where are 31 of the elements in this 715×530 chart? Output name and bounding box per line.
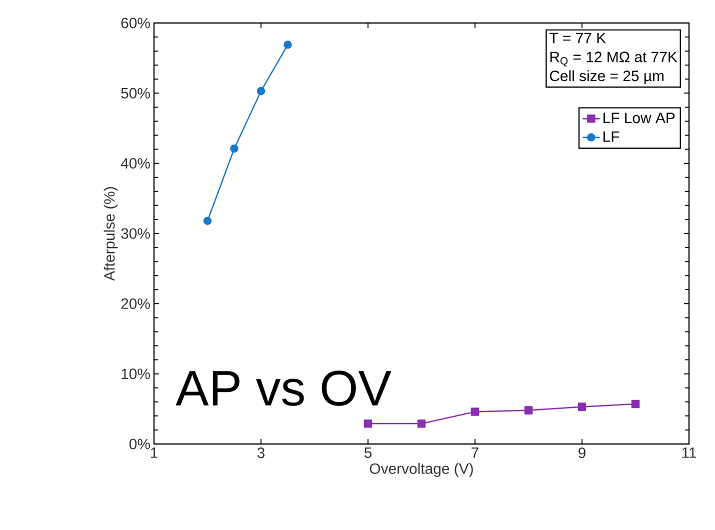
annotation: T = 77 K: [550, 32, 606, 44]
point: [417, 420, 426, 428]
point: [230, 144, 238, 153]
x-tick-label: 3: [257, 448, 265, 458]
y-tick-label: 50%: [121, 88, 150, 98]
point: [284, 40, 292, 49]
y-tick-label: 60%: [121, 18, 150, 28]
x-tick-label: 1: [150, 448, 158, 458]
y-axis-title: Afterpulse (%): [104, 187, 118, 281]
y-tick-label: 30%: [121, 228, 150, 239]
legend-label: LF Low AP: [604, 112, 675, 124]
y-tick-label: 20%: [121, 298, 150, 309]
y-tick-label: 10%: [122, 368, 150, 380]
point: [364, 420, 372, 428]
point: [578, 402, 586, 411]
legend-label: LF: [604, 132, 620, 142]
x-tick-label: 11: [682, 448, 696, 458]
x-tick-label: 7: [472, 448, 478, 458]
x-tick-label: 9: [578, 448, 586, 458]
x-tick-label: 5: [364, 448, 372, 458]
x-axis-title: Overvoltage (V): [370, 462, 473, 477]
point: [631, 400, 640, 408]
y-tick-label: 40%: [120, 158, 150, 169]
point: [524, 406, 533, 414]
annotation: AP vs OV: [176, 370, 392, 406]
y-tick-label: 0%: [129, 438, 150, 450]
annotation: Cell size = 25 µm: [550, 70, 664, 84]
point: [256, 86, 266, 96]
point: [203, 216, 212, 226]
point: [470, 408, 480, 416]
annotation: R$_{Q}$ = 12 MΩ at 77K: [550, 52, 678, 66]
